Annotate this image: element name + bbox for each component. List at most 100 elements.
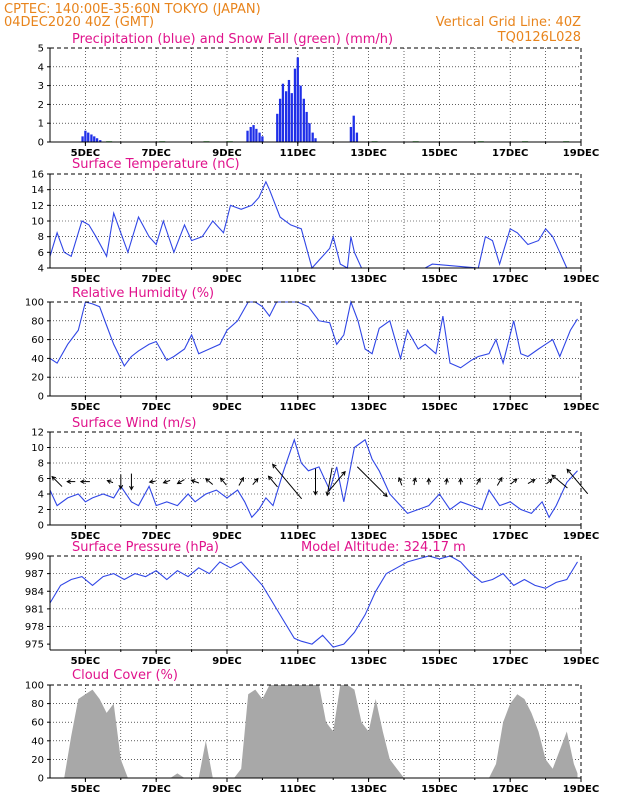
precip-bar	[278, 98, 282, 142]
wind-arrow-head	[205, 478, 210, 483]
wind-arrow	[510, 478, 518, 485]
wind-arrow	[238, 477, 244, 486]
rh-xtick-label: 13DEC	[350, 402, 386, 413]
cloud-ytick-label: 100	[25, 681, 44, 692]
wind-arrow	[220, 477, 227, 486]
precip-bar	[349, 126, 353, 142]
cloud-title: Cloud Cover (%)	[72, 668, 178, 683]
rh-xtick-label: 19DEC	[563, 402, 599, 413]
precip-bar	[284, 91, 288, 142]
pressure-ytick-label: 975	[25, 640, 44, 651]
wind-arrow	[252, 478, 259, 485]
wind-arrow-head	[566, 468, 572, 474]
precip-bar	[355, 132, 359, 142]
wind-arrow-head	[272, 463, 277, 469]
temp-ytick-label: 4	[38, 264, 44, 275]
rh-ytick-label: 0	[38, 392, 44, 403]
precip-bar	[287, 79, 291, 142]
wind-line	[49, 438, 578, 519]
wind-arrow-head	[253, 477, 259, 483]
pressure-xtick-label: 15DEC	[421, 656, 457, 667]
wind-arrow-head	[498, 476, 503, 482]
wind-ytick-label: 4	[38, 490, 44, 501]
precip-xtick-label: 5DEC	[71, 148, 100, 159]
precip-bar	[290, 93, 293, 142]
precip-bar	[252, 125, 255, 142]
pressure-ytick-label: 978	[25, 622, 44, 633]
wind-arrow	[551, 474, 568, 489]
precip-bar	[296, 57, 299, 142]
wind-xtick-label: 9DEC	[212, 531, 241, 542]
precip-xtick-label: 17DEC	[492, 148, 528, 159]
cloud-ytick-label: 0	[38, 774, 44, 785]
precip-bar	[261, 136, 264, 142]
wind-arrow-head	[530, 479, 536, 484]
header-line1: CPTEC: 140:00E-35:60N TOKYO (JAPAN)	[4, 2, 261, 17]
wind-arrow-head	[66, 479, 71, 484]
wind-arrow-head	[148, 479, 154, 484]
wind-xtick-label: 17DEC	[492, 531, 528, 542]
precip-bar	[95, 138, 99, 142]
pressure-line	[49, 555, 578, 648]
cloud-panel: Cloud Cover (%) 0 20 40 60 80 100 5DEC 7DEC 9DEC 1…	[25, 668, 599, 795]
cloud-xtick-label: 19DEC	[563, 784, 599, 795]
wind-ytick-label: 8	[38, 459, 44, 470]
wind-arrow	[328, 471, 346, 492]
cloud-xtick-label: 11DEC	[280, 784, 316, 795]
wind-arrow	[51, 476, 63, 487]
precip-bar	[293, 68, 297, 142]
precip-bar	[314, 138, 317, 142]
temp-ytick-label: 8	[38, 232, 44, 243]
cloud-ytick-label: 20	[31, 755, 44, 766]
wind-xtick-label: 13DEC	[350, 531, 386, 542]
header-model: TQ0126L028	[497, 30, 581, 45]
wind-arrow-head	[412, 477, 417, 483]
pressure-xtick-label: 5DEC	[71, 656, 100, 667]
wind-xtick-label: 19DEC	[563, 531, 599, 542]
wind-arrow-head	[129, 485, 134, 491]
rh-xtick-label: 17DEC	[492, 402, 528, 413]
wind-arrow-head	[325, 491, 331, 497]
wind-ytick-label: 6	[38, 474, 44, 485]
wind-arrow-head	[426, 477, 432, 483]
header-run-date: 04DEC2020 40Z (GMT)	[4, 15, 154, 30]
rh-ytick-label: 40	[31, 354, 44, 365]
precip-xtick-label: 7DEC	[141, 148, 170, 159]
wind-arrow	[356, 466, 388, 497]
temp-title: Surface Temperature (nC)	[72, 157, 240, 172]
wind-title: Surface Wind (m/s)	[72, 416, 196, 431]
cloud-ytick-label: 60	[31, 718, 44, 729]
temp-xtick-label: 11DEC	[280, 274, 316, 285]
wind-arrow-head	[458, 477, 463, 483]
cloud-xtick-label: 5DEC	[71, 784, 100, 795]
temp-ytick-label: 16	[31, 170, 44, 181]
pressure-ytick-label: 987	[25, 569, 44, 580]
precip-xtick-label: 11DEC	[280, 148, 316, 159]
temp-xtick-label: 7DEC	[141, 274, 170, 285]
pressure-ytick-label: 981	[25, 604, 44, 615]
precip-bar	[308, 123, 311, 142]
pressure-xtick-label: 7DEC	[141, 656, 170, 667]
wind-arrow	[413, 478, 416, 486]
wind-xtick-label: 15DEC	[421, 531, 457, 542]
panels: Precipitation (blue) and Snow Fall (gree…	[25, 32, 599, 795]
wind-arrow	[268, 475, 278, 488]
precip-bar	[249, 126, 252, 142]
wind-arrow-head	[476, 477, 481, 483]
wind-xtick-label: 11DEC	[280, 531, 316, 542]
cloud-ytick-label: 80	[31, 699, 44, 710]
rh-xtick-label: 9DEC	[212, 402, 241, 413]
wind-arrow-head	[444, 477, 449, 483]
wind-arrow-head	[397, 476, 403, 482]
wind-arrow-head	[551, 474, 557, 480]
wind-arrow	[566, 469, 589, 495]
rh-xtick-label: 15DEC	[421, 402, 457, 413]
precip-bar	[305, 111, 308, 142]
wind-arrow-head	[313, 490, 318, 496]
wind-arrow-head	[190, 479, 196, 484]
temp-panel: Surface Temperature (nC) 4 6 8 10 12 14 16 5DEC 7…	[31, 157, 599, 285]
precip-bar	[258, 132, 261, 142]
precip-bar	[81, 136, 84, 142]
rh-xtick-label: 7DEC	[141, 402, 170, 413]
